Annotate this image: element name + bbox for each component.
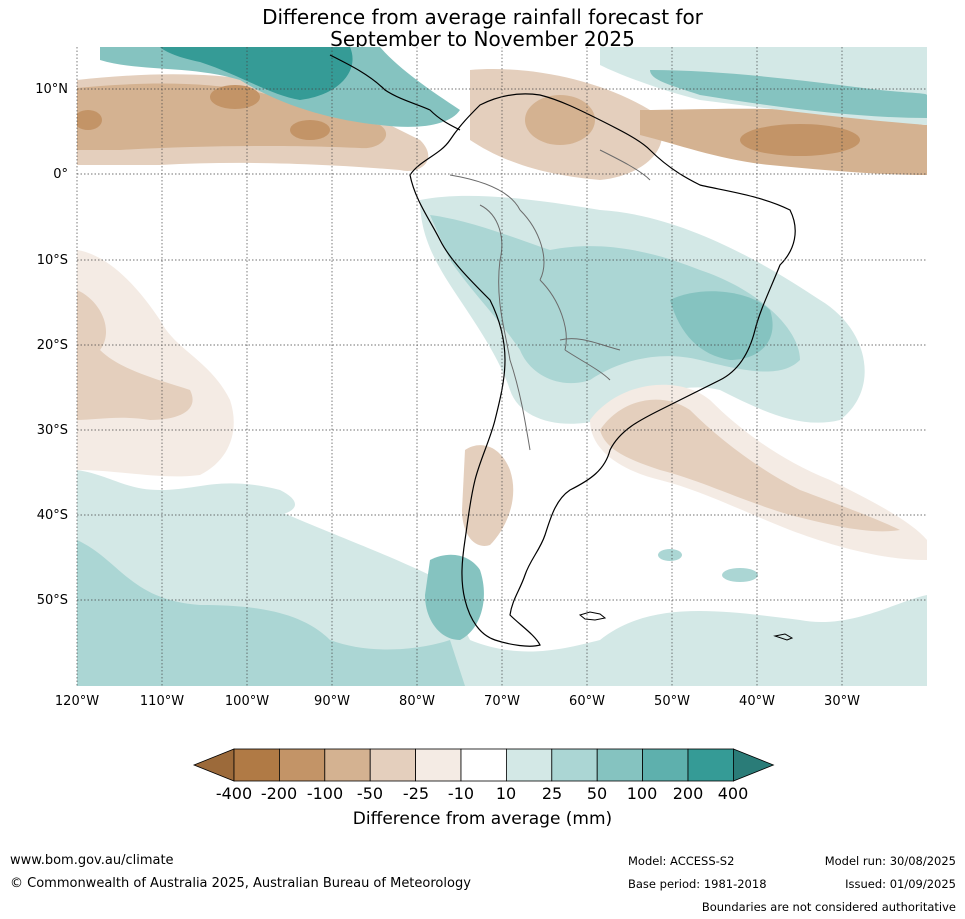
colorbar-swatch xyxy=(278,748,326,782)
model-text: Model: ACCESS-S2 xyxy=(628,854,735,868)
teal-patch-brazil-3 xyxy=(670,291,773,360)
lat-label: 30°S xyxy=(36,423,68,438)
falkland-islands xyxy=(578,611,607,621)
colorbar-arrow-high xyxy=(733,748,775,782)
lon-label: 70°W xyxy=(484,694,520,709)
lon-label: 120°W xyxy=(54,694,100,709)
lat-label: 10°N xyxy=(35,82,68,97)
colorbar xyxy=(192,748,775,782)
brown-patch-west xyxy=(77,250,234,477)
colorbar-swatch xyxy=(233,748,280,782)
colorbar-tick-label: 100 xyxy=(626,784,658,803)
lon-label: 50°W xyxy=(654,694,690,709)
map-field xyxy=(77,47,927,686)
colorbar-swatch xyxy=(369,748,417,782)
colorbar-tick-label: -400 xyxy=(215,784,253,803)
colorbar-tick-label: -25 xyxy=(402,784,430,803)
lon-label: 90°W xyxy=(314,694,350,709)
map-title-line-2: September to November 2025 xyxy=(330,27,635,51)
colorbar-tick-label: 25 xyxy=(541,784,563,803)
colorbar-swatch xyxy=(596,748,644,782)
lat-label: 40°S xyxy=(36,508,68,523)
lat-label: 10°S xyxy=(36,253,68,268)
copyright-text: © Commonwealth of Australia 2025, Austra… xyxy=(10,876,471,891)
central-america-coastline xyxy=(329,54,461,131)
colorbar-tick-label: 200 xyxy=(672,784,704,803)
brown-patch-uruguay-2 xyxy=(600,399,900,532)
map-title-line-1: Difference from average rainfall forecas… xyxy=(262,5,703,29)
lat-label: 50°S xyxy=(36,593,68,608)
lon-label: 40°W xyxy=(739,694,775,709)
lon-label: 30°W xyxy=(824,694,860,709)
colorbar-swatch xyxy=(460,748,507,782)
disclaimer-text: Boundaries are not considered authoritat… xyxy=(701,900,956,914)
colorbar-tick-label: -50 xyxy=(356,784,384,803)
teal-band-pacific-2 xyxy=(160,47,353,100)
issued-text: Issued: 01/09/2025 xyxy=(845,877,956,891)
colorbar-swatch xyxy=(415,748,462,782)
base-period-text: Base period: 1981-2018 xyxy=(628,877,767,891)
colorbar-arrow-low xyxy=(192,748,235,782)
colorbar-swatch xyxy=(642,748,689,782)
colorbar-tick-label: -10 xyxy=(447,784,475,803)
colorbar-tick-label: 50 xyxy=(586,784,608,803)
teal-patch-patagonia xyxy=(425,554,484,640)
brown-patch-west-2 xyxy=(77,290,193,420)
country-borders xyxy=(449,149,651,451)
model-run-text: Model run: 30/08/2025 xyxy=(824,854,956,868)
south-america-coastline xyxy=(409,93,796,647)
colorbar-tick-label: 400 xyxy=(717,784,749,803)
colorbar-tick-label: -100 xyxy=(306,784,344,803)
lon-label: 100°W xyxy=(224,694,270,709)
colorbar-swatch xyxy=(687,748,734,782)
lon-label: 110°W xyxy=(139,694,185,709)
lon-label: 60°W xyxy=(569,694,605,709)
teal-band-south-2 xyxy=(77,540,465,686)
graticule xyxy=(76,47,927,686)
brown-patch-chile xyxy=(462,445,514,546)
teal-patch-southwest xyxy=(77,470,295,515)
website-link[interactable]: www.bom.gov.au/climate xyxy=(10,853,174,868)
teal-band-atlantic-2 xyxy=(650,70,927,118)
lat-label: 20°S xyxy=(36,338,68,353)
colorbar-swatch xyxy=(551,748,598,782)
lat-label: 0° xyxy=(53,167,68,182)
colorbar-title: Difference from average (mm) xyxy=(352,809,613,829)
colorbar-swatch xyxy=(324,748,371,782)
colorbar-tick-label: 10 xyxy=(495,784,517,803)
lon-label: 80°W xyxy=(399,694,435,709)
colorbar-tick-label: -200 xyxy=(260,784,298,803)
colorbar-swatch xyxy=(505,748,553,782)
